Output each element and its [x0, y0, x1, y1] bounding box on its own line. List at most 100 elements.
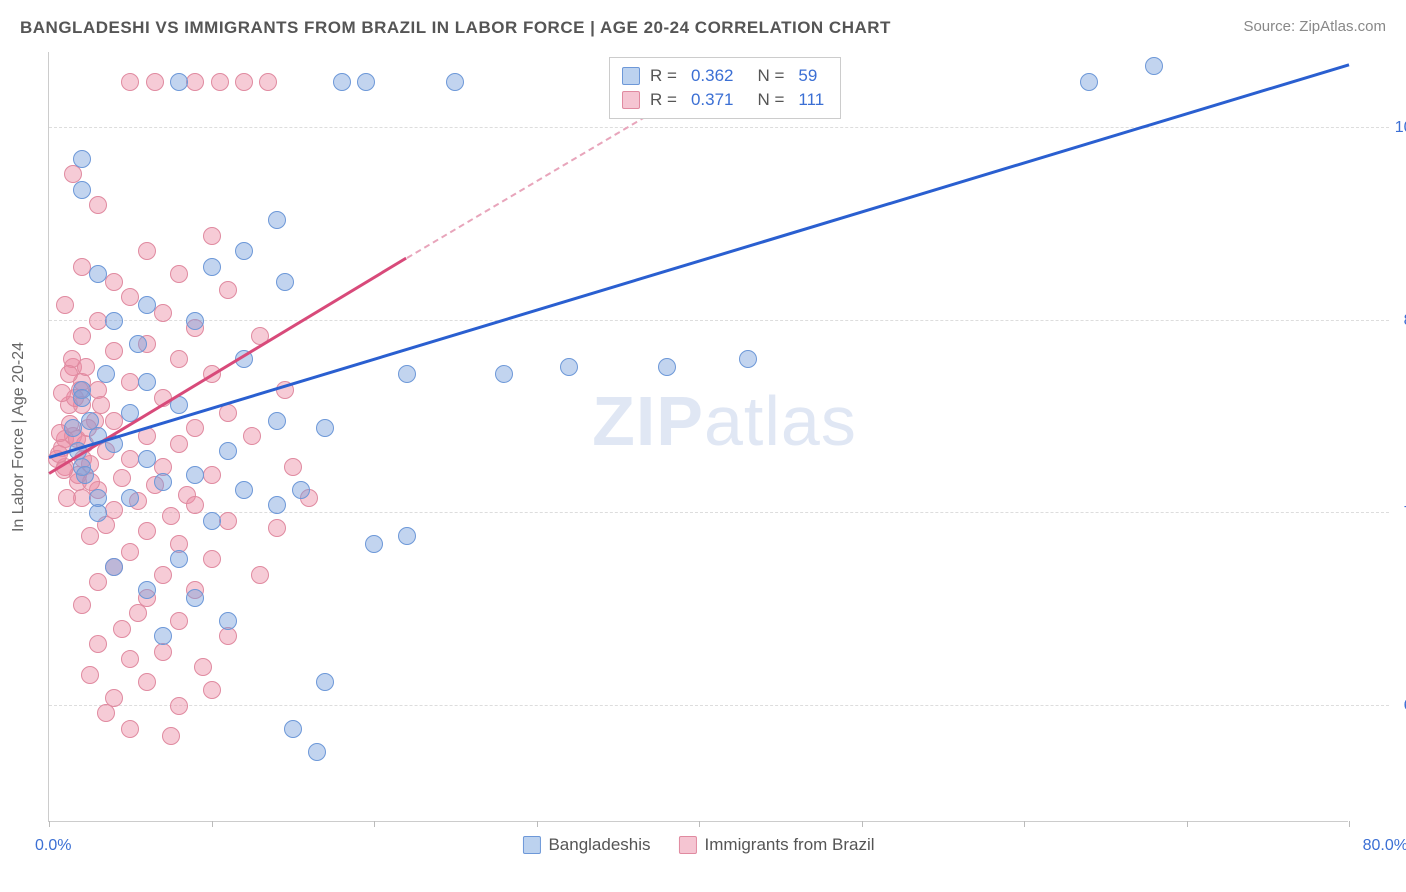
n-value-brazil: 111: [798, 90, 824, 110]
n-label: N =: [757, 90, 784, 110]
scatter-point-brazil: [81, 527, 99, 545]
x-tick: [212, 821, 213, 827]
legend-swatch-brazil: [679, 836, 697, 854]
stats-row-brazil: R = 0.371 N = 111: [622, 88, 828, 112]
scatter-point-bangladeshis: [73, 181, 91, 199]
scatter-point-brazil: [113, 469, 131, 487]
x-axis-max-label: 80.0%: [1363, 837, 1406, 855]
scatter-point-brazil: [162, 507, 180, 525]
scatter-point-bangladeshis: [170, 550, 188, 568]
x-tick: [699, 821, 700, 827]
scatter-point-brazil: [170, 435, 188, 453]
scatter-point-brazil: [186, 496, 204, 514]
swatch-brazil: [622, 91, 640, 109]
scatter-point-bangladeshis: [268, 211, 286, 229]
scatter-point-brazil: [121, 543, 139, 561]
scatter-point-bangladeshis: [129, 335, 147, 353]
scatter-point-bangladeshis: [203, 258, 221, 276]
scatter-point-bangladeshis: [138, 373, 156, 391]
scatter-point-brazil: [138, 242, 156, 260]
x-tick: [374, 821, 375, 827]
legend-label-bangladeshis: Bangladeshis: [548, 835, 650, 855]
scatter-point-brazil: [92, 396, 110, 414]
scatter-point-brazil: [186, 419, 204, 437]
scatter-point-brazil: [105, 412, 123, 430]
scatter-point-brazil: [73, 327, 91, 345]
x-tick: [537, 821, 538, 827]
scatter-point-brazil: [73, 596, 91, 614]
scatter-point-bangladeshis: [186, 589, 204, 607]
scatter-point-bangladeshis: [97, 365, 115, 383]
r-label: R =: [650, 90, 677, 110]
scatter-point-brazil: [219, 627, 237, 645]
scatter-plot-area: In Labor Force | Age 20-24 62.5%75.0%87.…: [48, 52, 1348, 822]
scatter-point-brazil: [97, 704, 115, 722]
gridline-h: 87.5%: [49, 320, 1389, 321]
watermark: ZIPatlas: [592, 381, 857, 461]
scatter-point-bangladeshis: [316, 419, 334, 437]
scatter-point-bangladeshis: [89, 265, 107, 283]
scatter-point-bangladeshis: [495, 365, 513, 383]
scatter-point-bangladeshis: [333, 73, 351, 91]
scatter-point-bangladeshis: [219, 612, 237, 630]
scatter-point-brazil: [121, 720, 139, 738]
scatter-point-brazil: [105, 342, 123, 360]
scatter-point-brazil: [235, 73, 253, 91]
scatter-point-bangladeshis: [398, 527, 416, 545]
scatter-point-brazil: [154, 566, 172, 584]
scatter-point-bangladeshis: [292, 481, 310, 499]
scatter-point-bangladeshis: [446, 73, 464, 91]
scatter-point-brazil: [243, 427, 261, 445]
scatter-point-brazil: [170, 612, 188, 630]
scatter-point-brazil: [146, 73, 164, 91]
scatter-point-brazil: [58, 489, 76, 507]
scatter-point-brazil: [89, 196, 107, 214]
source-attribution: Source: ZipAtlas.com: [1243, 18, 1386, 35]
scatter-point-bangladeshis: [268, 412, 286, 430]
chart-title: BANGLADESHI VS IMMIGRANTS FROM BRAZIL IN…: [20, 18, 891, 38]
x-axis-min-label: 0.0%: [35, 837, 71, 855]
scatter-point-brazil: [162, 727, 180, 745]
r-value-bangladeshis: 0.362: [691, 66, 734, 86]
scatter-point-bangladeshis: [186, 312, 204, 330]
scatter-point-bangladeshis: [219, 442, 237, 460]
x-tick: [1024, 821, 1025, 827]
scatter-point-bangladeshis: [154, 627, 172, 645]
scatter-point-brazil: [138, 522, 156, 540]
stats-row-bangladeshis: R = 0.362 N = 59: [622, 64, 828, 88]
legend-item-bangladeshis: Bangladeshis: [522, 835, 650, 855]
scatter-point-brazil: [203, 550, 221, 568]
scatter-point-brazil: [194, 658, 212, 676]
scatter-point-bangladeshis: [1080, 73, 1098, 91]
scatter-point-brazil: [105, 273, 123, 291]
scatter-point-bangladeshis: [64, 419, 82, 437]
scatter-point-bangladeshis: [138, 450, 156, 468]
scatter-point-bangladeshis: [154, 473, 172, 491]
scatter-point-bangladeshis: [186, 466, 204, 484]
scatter-point-brazil: [81, 666, 99, 684]
scatter-point-brazil: [53, 384, 71, 402]
legend-swatch-bangladeshis: [522, 836, 540, 854]
scatter-point-brazil: [203, 681, 221, 699]
scatter-point-bangladeshis: [276, 273, 294, 291]
scatter-point-bangladeshis: [203, 512, 221, 530]
scatter-point-bangladeshis: [138, 581, 156, 599]
scatter-point-brazil: [170, 265, 188, 283]
scatter-point-brazil: [170, 350, 188, 368]
scatter-point-brazil: [89, 573, 107, 591]
scatter-point-bangladeshis: [235, 242, 253, 260]
scatter-point-bangladeshis: [268, 496, 286, 514]
scatter-point-brazil: [284, 458, 302, 476]
scatter-point-bangladeshis: [316, 673, 334, 691]
scatter-point-bangladeshis: [739, 350, 757, 368]
y-axis-title: In Labor Force | Age 20-24: [10, 341, 28, 531]
scatter-point-bangladeshis: [308, 743, 326, 761]
legend: Bangladeshis Immigrants from Brazil: [522, 835, 874, 855]
x-tick: [1187, 821, 1188, 827]
scatter-point-bangladeshis: [81, 412, 99, 430]
swatch-bangladeshis: [622, 67, 640, 85]
scatter-point-brazil: [113, 620, 131, 638]
scatter-point-bangladeshis: [284, 720, 302, 738]
scatter-point-brazil: [219, 512, 237, 530]
scatter-point-bangladeshis: [1145, 57, 1163, 75]
